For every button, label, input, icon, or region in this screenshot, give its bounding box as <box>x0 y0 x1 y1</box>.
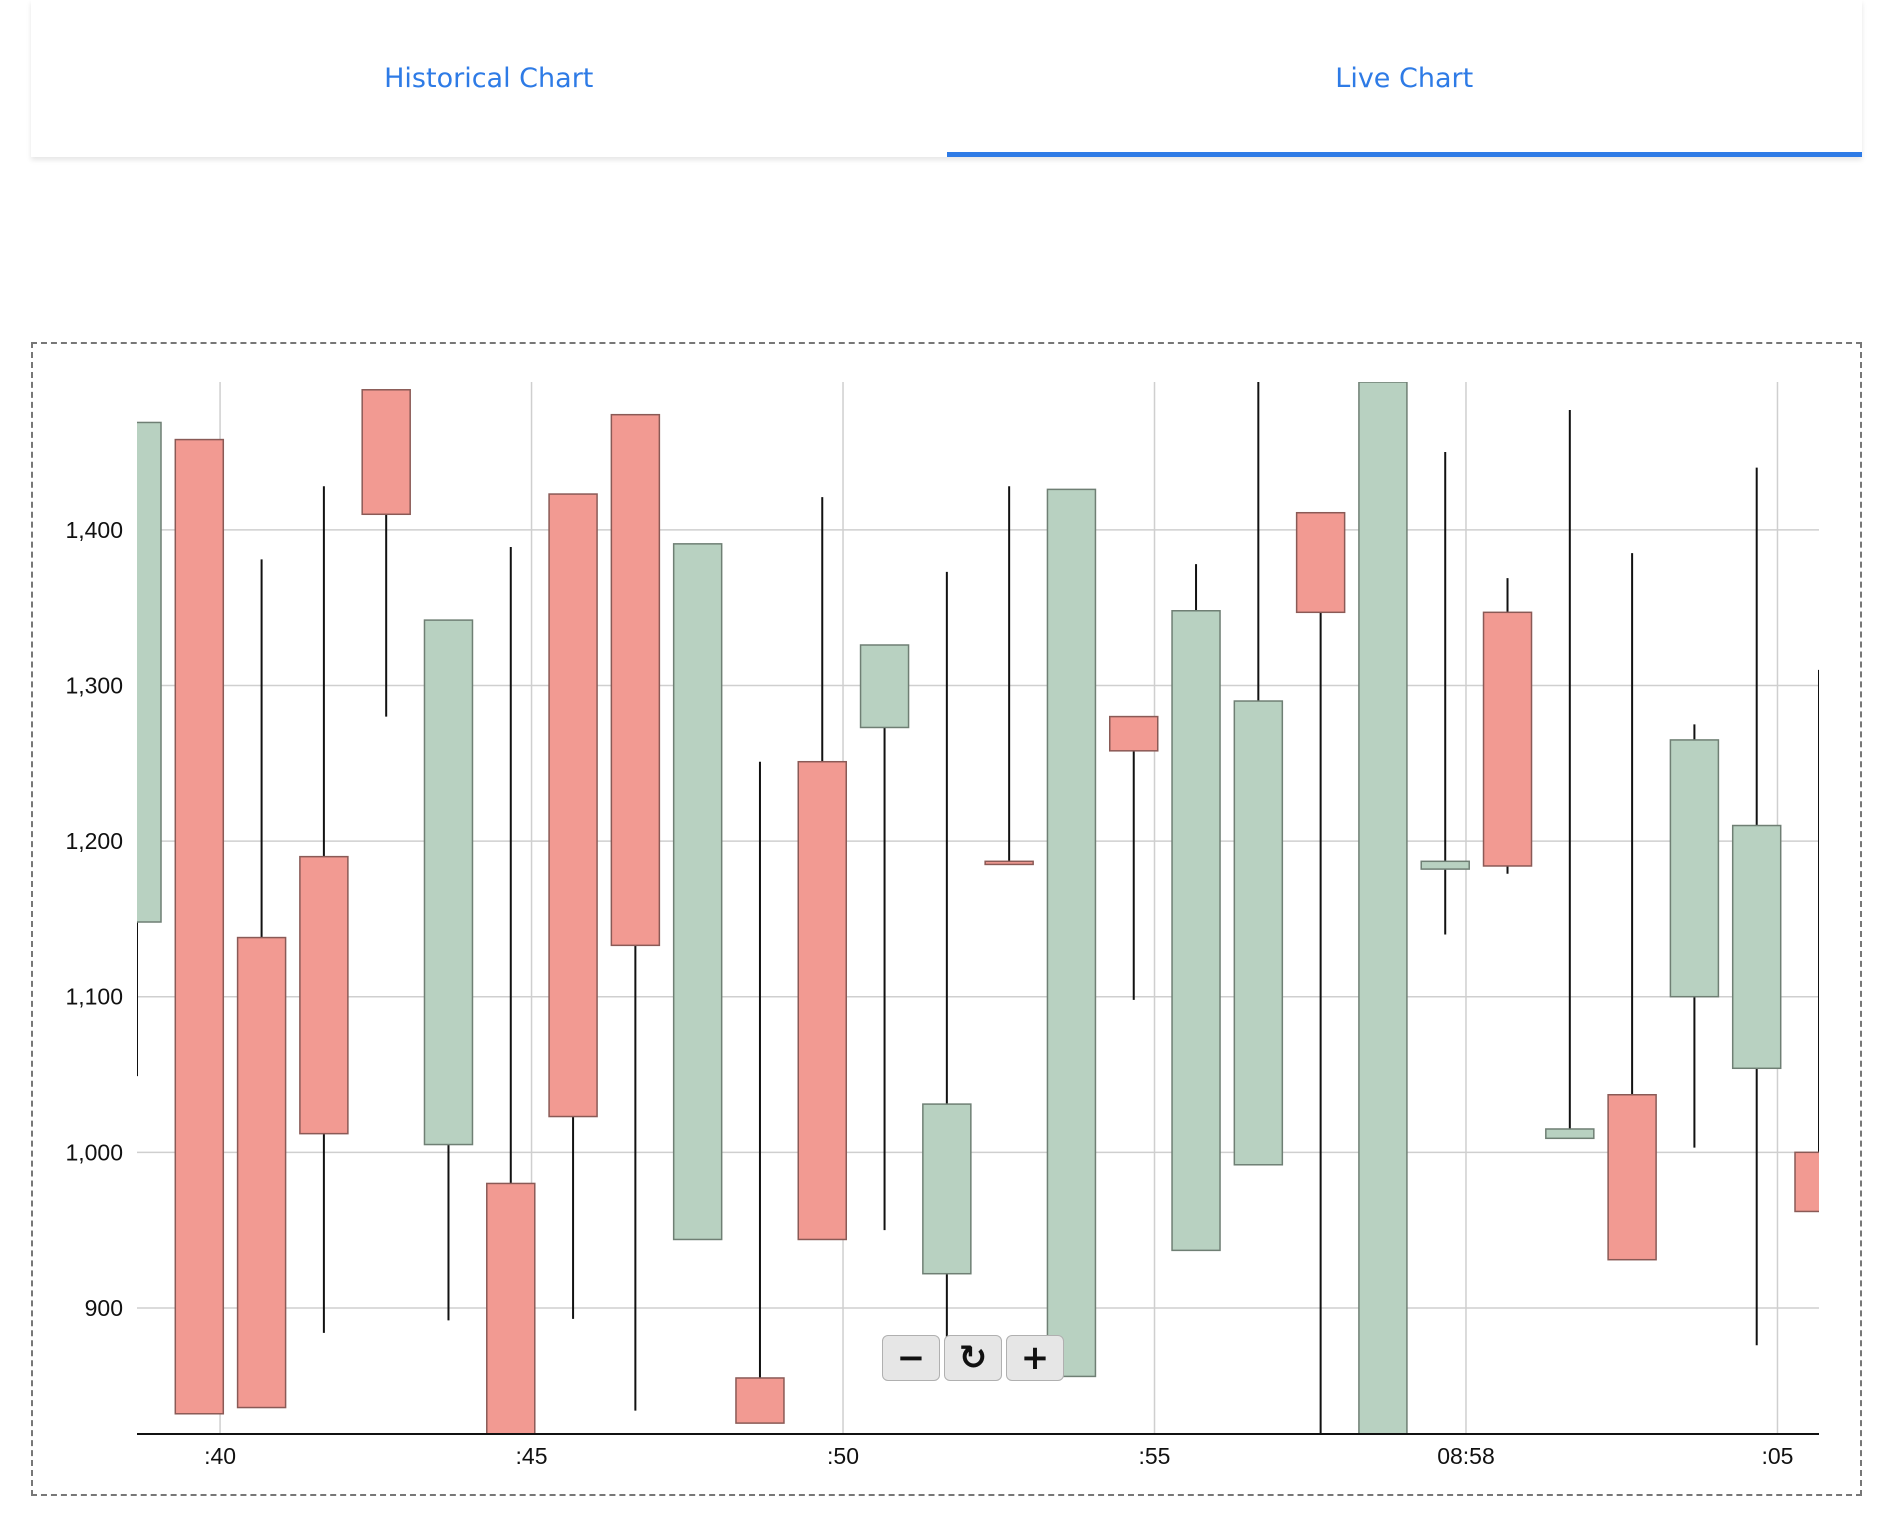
candle-body <box>1545 1128 1595 1140</box>
zoom-out-button[interactable]: − <box>882 1335 940 1381</box>
candle-body <box>361 389 411 516</box>
candle-body <box>486 1182 536 1434</box>
y-tick-label: 1,000 <box>65 1139 123 1165</box>
x-tick-label: :50 <box>827 1443 859 1469</box>
y-tick-label: 1,300 <box>65 672 123 698</box>
candle-down <box>174 438 225 1415</box>
reset-icon: ↻ <box>958 1338 988 1378</box>
candlestick-chart[interactable]: 900 1,000 1,100 1,200 1,300 1,400 :40 :45 :50 :55… <box>33 344 1864 1498</box>
axes: 900 1,000 1,100 1,200 1,300 1,400 :40 :45 :50 :55… <box>65 517 1819 1469</box>
candle-down <box>1482 578 1533 874</box>
candle-up <box>137 421 162 1077</box>
candle-body <box>1046 488 1097 1378</box>
y-tick-label: 900 <box>85 1295 123 1321</box>
candle-body <box>1794 1151 1819 1213</box>
y-tick-label: 1,200 <box>65 828 123 854</box>
candle-down <box>610 413 661 1411</box>
candle-down <box>361 389 411 717</box>
x-tick-label: :40 <box>204 1443 236 1469</box>
candle-body <box>610 413 661 947</box>
reset-zoom-button[interactable]: ↻ <box>944 1335 1002 1381</box>
candle-down <box>299 486 349 1333</box>
chart-frame: 900 1,000 1,100 1,200 1,300 1,400 :40 :45 :50 :55… <box>31 342 1862 1496</box>
candle-body <box>1358 382 1408 1434</box>
candle-down <box>236 559 287 1409</box>
candle-up <box>1669 724 1720 1148</box>
grid-lines <box>137 382 1819 1434</box>
candle-down <box>548 493 598 1319</box>
candle-body <box>1669 739 1720 998</box>
chart-tabs: Historical Chart Live Chart <box>31 0 1862 157</box>
x-tick-label: :05 <box>1761 1443 1793 1469</box>
candle-up <box>1545 410 1595 1140</box>
candle-body <box>548 493 598 1118</box>
zoom-in-button[interactable]: + <box>1006 1335 1064 1381</box>
candle-down <box>797 497 848 1241</box>
candle-down <box>735 761 785 1424</box>
candle-body <box>1607 1093 1657 1261</box>
candles <box>137 382 1864 1434</box>
candle-body <box>137 421 162 923</box>
candle-body <box>1857 1143 1864 1353</box>
x-tick-label: 08:58 <box>1437 1443 1495 1469</box>
candle-up <box>1857 1143 1864 1353</box>
candle-up <box>423 619 474 1321</box>
tab-historical-chart[interactable]: Historical Chart <box>384 63 594 94</box>
candle-body <box>1295 511 1346 614</box>
candle-body <box>423 619 474 1146</box>
candle-body <box>1171 610 1221 1252</box>
candle-body <box>1482 611 1533 867</box>
candle-down <box>1607 553 1657 1261</box>
tab-live-chart[interactable]: Live Chart <box>946 0 1863 157</box>
x-tick-label: :55 <box>1139 1443 1171 1469</box>
candle-body <box>672 543 723 1241</box>
minus-icon: − <box>896 1338 926 1378</box>
zoom-controls: − ↻ + <box>882 1335 1064 1381</box>
candle-up <box>859 644 910 1231</box>
candle-up <box>1358 382 1408 1434</box>
x-tick-label: :45 <box>516 1443 548 1469</box>
y-tick-label: 1,100 <box>65 984 123 1010</box>
candle-body <box>735 1377 785 1424</box>
candle-up <box>1731 467 1782 1346</box>
y-tick-label: 1,400 <box>65 517 123 543</box>
candle-body <box>1420 860 1470 870</box>
candle-down <box>1794 669 1819 1213</box>
candle-up <box>922 571 972 1340</box>
candle-body <box>1731 824 1782 1070</box>
candle-body <box>984 860 1034 866</box>
candle-up <box>1171 564 1221 1252</box>
candle-body <box>1233 700 1284 1166</box>
candle-body <box>174 438 225 1415</box>
candle-down <box>1295 511 1346 1434</box>
candle-body <box>236 936 287 1409</box>
candle-up <box>1420 452 1470 935</box>
candle-body <box>859 644 910 729</box>
candle-body <box>1108 715 1159 752</box>
candle-body <box>922 1103 972 1275</box>
candle-down <box>984 486 1034 866</box>
plus-icon: + <box>1020 1338 1050 1378</box>
candle-down <box>1108 715 1159 1000</box>
candle-up <box>1046 488 1097 1378</box>
candle-body <box>797 760 848 1241</box>
candle-up <box>1233 382 1284 1166</box>
candle-up <box>672 543 723 1241</box>
candle-body <box>299 855 349 1135</box>
candle-down <box>486 546 536 1434</box>
